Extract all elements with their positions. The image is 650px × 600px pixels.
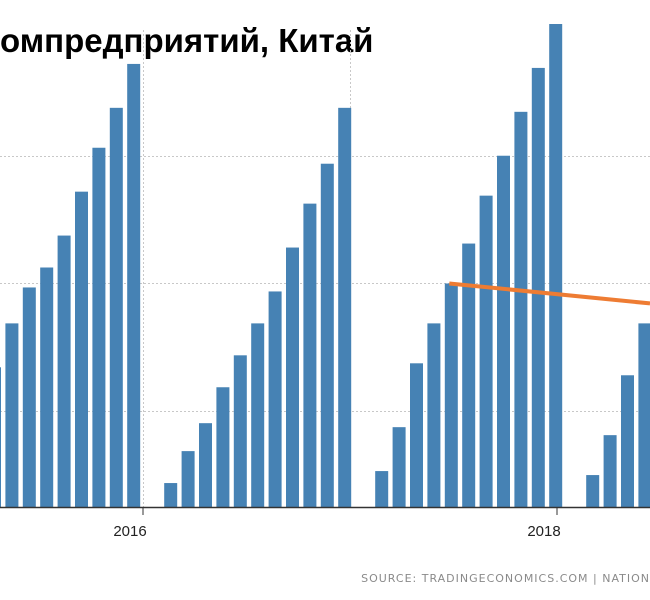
chart-title: омпредприятий, Китай — [0, 22, 374, 59]
bar — [22, 287, 36, 507]
bar — [303, 203, 317, 507]
bar — [444, 283, 458, 507]
bar — [216, 387, 230, 507]
x-tick-label: 2016 — [113, 523, 146, 540]
bar — [268, 291, 282, 507]
bar — [375, 471, 389, 507]
bar — [638, 323, 650, 507]
bar — [497, 155, 510, 507]
bar — [320, 163, 334, 507]
bar — [57, 235, 71, 508]
x-tick-label: 2018 — [527, 523, 560, 540]
bar — [427, 323, 441, 507]
bar — [181, 451, 195, 507]
bar — [199, 423, 212, 507]
bars — [0, 24, 650, 508]
bar — [603, 435, 617, 507]
bar — [479, 195, 493, 507]
bar — [549, 24, 563, 508]
bar — [40, 267, 54, 507]
bar — [5, 323, 19, 507]
trend-line — [449, 281, 650, 306]
bar — [127, 63, 141, 508]
bar — [233, 355, 247, 507]
source-label: SOURCE: TRADINGECONOMICS.COM | NATION — [361, 572, 650, 585]
x-axis: 2016 2018 — [0, 506, 650, 540]
bar — [462, 243, 476, 508]
bar — [338, 107, 352, 507]
bar — [92, 147, 106, 507]
bar — [514, 111, 528, 507]
bar — [251, 323, 265, 507]
bar — [75, 191, 88, 508]
bar — [621, 375, 634, 507]
trend-line-group — [449, 281, 650, 306]
bar — [109, 107, 123, 507]
bar — [164, 483, 178, 507]
bar — [531, 67, 545, 508]
bar — [0, 367, 1, 507]
bar — [286, 247, 299, 507]
bar — [586, 475, 600, 507]
bar — [392, 427, 406, 507]
bar — [410, 363, 423, 507]
